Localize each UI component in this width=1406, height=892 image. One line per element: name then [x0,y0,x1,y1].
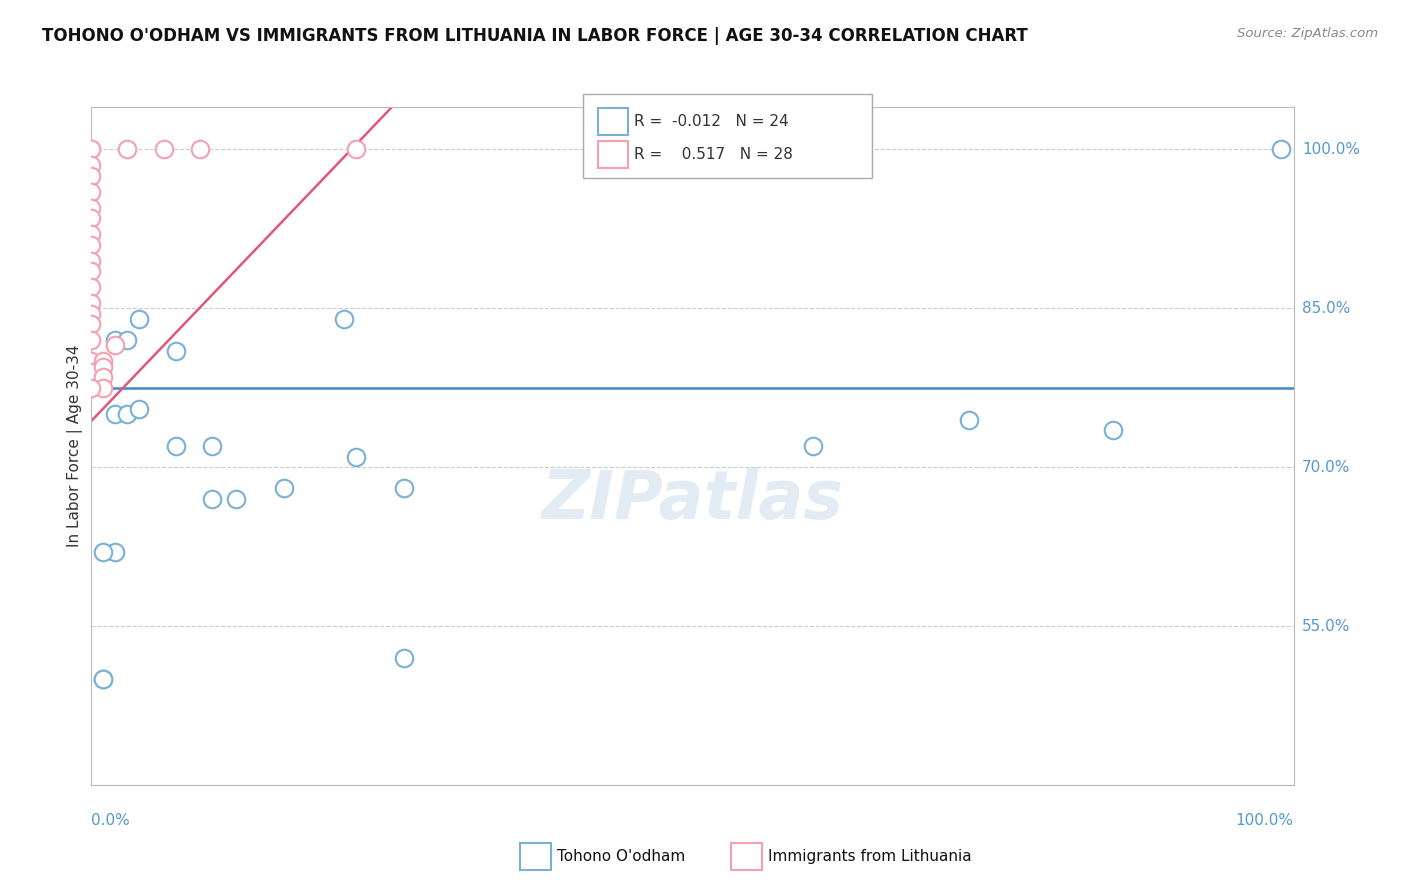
Point [201,491,224,506]
Point [333,312,356,326]
Point [344,143,367,157]
Point [104,338,127,352]
Point [93,354,115,368]
Point [80,158,103,172]
Point [128,312,150,326]
Point [80,185,103,199]
Point [344,450,367,464]
Point [80,365,103,379]
Text: Immigrants from Lithuania: Immigrants from Lithuania [768,849,972,863]
Point [93,370,115,384]
Text: 0.0%: 0.0% [91,813,131,828]
Text: R =    0.517   N = 28: R = 0.517 N = 28 [634,147,793,162]
Point [104,333,127,347]
Point [957,412,980,426]
Point [80,296,103,310]
Point [80,253,103,268]
Point [104,407,127,421]
Point [225,491,247,506]
Point [80,143,103,157]
Text: Tohono O'odham: Tohono O'odham [557,849,685,863]
Point [93,545,115,559]
Point [1270,143,1292,157]
Point [392,482,415,496]
Point [117,333,139,347]
Point [117,143,139,157]
Text: 100.0%: 100.0% [1236,813,1294,828]
Point [80,143,103,157]
Text: 100.0%: 100.0% [1302,142,1360,157]
Point [152,143,174,157]
Point [80,237,103,252]
Text: R =  -0.012   N = 24: R = -0.012 N = 24 [634,114,789,129]
Text: TOHONO O'ODHAM VS IMMIGRANTS FROM LITHUANIA IN LABOR FORCE | AGE 30-34 CORRELATI: TOHONO O'ODHAM VS IMMIGRANTS FROM LITHUA… [42,27,1028,45]
Point [80,333,103,347]
Point [80,227,103,242]
Point [1102,423,1125,437]
Text: 55.0%: 55.0% [1302,618,1350,633]
Point [128,401,150,416]
Point [93,672,115,686]
Point [80,211,103,226]
Point [80,201,103,215]
Point [80,317,103,331]
Point [117,407,139,421]
Point [93,381,115,395]
Point [80,264,103,278]
Point [165,439,187,453]
Point [273,482,295,496]
Point [93,672,115,686]
Text: ZIPatlas: ZIPatlas [541,467,844,533]
Point [93,359,115,374]
Point [80,381,103,395]
Point [165,343,187,358]
Text: 70.0%: 70.0% [1302,459,1350,475]
Text: Source: ZipAtlas.com: Source: ZipAtlas.com [1237,27,1378,40]
Point [188,143,211,157]
Point [80,307,103,321]
Text: 85.0%: 85.0% [1302,301,1350,316]
Point [80,280,103,294]
Point [80,169,103,183]
Point [80,354,103,368]
Point [104,545,127,559]
Y-axis label: In Labor Force | Age 30-34: In Labor Force | Age 30-34 [67,344,83,548]
Point [392,651,415,665]
Point [201,439,224,453]
Point [801,439,824,453]
